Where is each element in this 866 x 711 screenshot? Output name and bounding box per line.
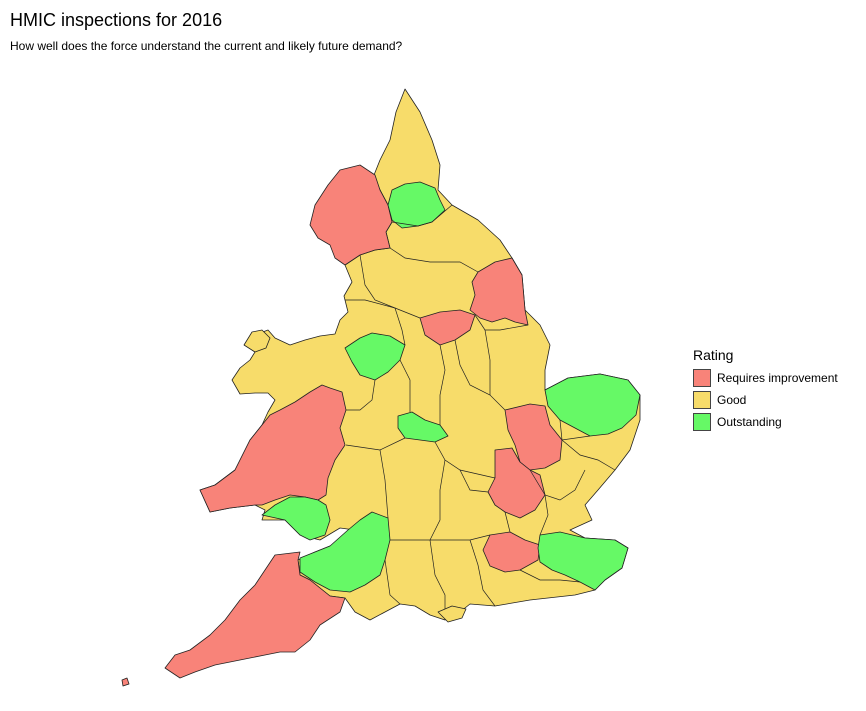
legend-swatch-requires-improvement bbox=[693, 369, 711, 387]
legend-item-outstanding: Outstanding bbox=[693, 411, 838, 433]
legend-item-good: Good bbox=[693, 389, 838, 411]
map-subtitle: How well does the force understand the c… bbox=[10, 39, 403, 53]
region-avon-somerset bbox=[299, 511, 391, 593]
map-title: HMIC inspections for 2016 bbox=[10, 10, 223, 30]
region-humberside bbox=[469, 257, 529, 326]
legend-item-requires-improvement: Requires improvement bbox=[693, 367, 838, 389]
region-isle-of-wight bbox=[437, 605, 467, 623]
region-kent bbox=[537, 531, 629, 591]
region-south-wales bbox=[261, 496, 331, 541]
legend-swatch-outstanding bbox=[693, 413, 711, 431]
internal-boundaries bbox=[345, 204, 616, 620]
region-cambridgeshire bbox=[504, 403, 563, 471]
region-west-midlands bbox=[397, 411, 449, 443]
legend-label: Requires improvement bbox=[717, 371, 838, 385]
region-devon-cornwall bbox=[164, 551, 346, 679]
region-surrey bbox=[482, 531, 541, 573]
legend-title: Rating bbox=[693, 347, 734, 363]
region-south-yorkshire bbox=[419, 309, 476, 346]
legend-swatch-good bbox=[693, 391, 711, 409]
region-scilly bbox=[121, 677, 130, 687]
legend-label: Good bbox=[717, 393, 747, 407]
region-wales-dyfed bbox=[199, 384, 347, 513]
legend-label: Outstanding bbox=[717, 415, 782, 429]
region-anglesey bbox=[243, 329, 271, 353]
region-cumbria bbox=[309, 164, 393, 266]
legend: Rating Requires improvement Good Outstan… bbox=[693, 347, 838, 433]
region-durham bbox=[387, 181, 446, 229]
